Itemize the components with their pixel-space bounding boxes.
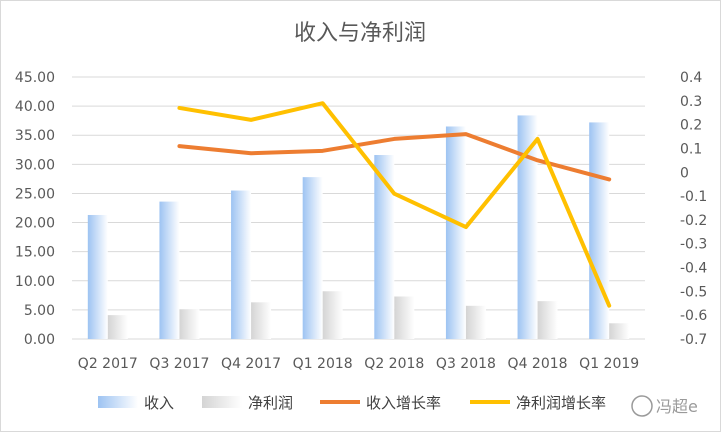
left-tick-label: 10.00 bbox=[15, 274, 55, 290]
bar-revenue bbox=[159, 201, 180, 339]
right-tick-label: 0.4 bbox=[680, 70, 702, 86]
x-tick-label: Q4 2018 bbox=[508, 356, 568, 372]
x-tick-label: Q1 2018 bbox=[293, 356, 353, 372]
bar-revenue bbox=[231, 190, 252, 339]
right-tick-label: -0.3 bbox=[680, 237, 707, 253]
x-tick-label: Q2 2018 bbox=[364, 356, 424, 372]
watermark-text: 冯超e bbox=[656, 397, 698, 416]
chart-title: 收入与净利润 bbox=[294, 21, 426, 46]
bar-revenue bbox=[589, 122, 610, 339]
x-tick-label: Q2 2017 bbox=[78, 356, 138, 372]
left-tick-label: 35.00 bbox=[15, 128, 55, 144]
left-tick-label: 0.00 bbox=[24, 332, 55, 348]
lines bbox=[177, 101, 612, 308]
left-tick-label: 40.00 bbox=[15, 99, 55, 115]
line-revenue-growth bbox=[177, 132, 612, 182]
bar-revenue bbox=[517, 115, 538, 339]
legend: 收入 净利润 收入增长率 净利润增长率 bbox=[98, 394, 606, 412]
left-tick-label: 25.00 bbox=[15, 186, 55, 202]
x-axis: Q2 2017 Q3 2017 Q4 2017 Q1 2018 Q2 2018 Q3 20… bbox=[78, 356, 639, 372]
right-tick-label: -0.1 bbox=[680, 189, 707, 205]
right-axis: -0.7 -0.6 -0.5 -0.4 -0.3 -0.2 -0.1 0 0.1 0.2 0.3 0.… bbox=[680, 70, 707, 348]
left-tick-label: 45.00 bbox=[15, 70, 55, 86]
left-tick-label: 5.00 bbox=[24, 303, 55, 319]
bar-revenue bbox=[87, 214, 108, 339]
right-tick-label: -0.2 bbox=[680, 213, 707, 229]
legend-net-profit-swatch bbox=[202, 396, 242, 408]
right-tick-label: 0 bbox=[680, 165, 689, 181]
bars bbox=[87, 115, 630, 339]
right-tick-label: 0.3 bbox=[680, 94, 702, 110]
x-tick-label: Q3 2018 bbox=[436, 356, 496, 372]
bar-net-profit bbox=[251, 302, 272, 339]
right-tick-label: -0.7 bbox=[680, 332, 707, 348]
legend-net-profit-label: 净利润 bbox=[248, 394, 293, 412]
right-tick-label: 0.2 bbox=[680, 118, 702, 134]
left-tick-label: 30.00 bbox=[15, 157, 55, 173]
watermark: 冯超e bbox=[631, 395, 698, 417]
bar-net-profit bbox=[609, 323, 630, 339]
legend-revenue-label: 收入 bbox=[144, 394, 174, 412]
x-tick-label: Q4 2017 bbox=[221, 356, 281, 372]
bar-revenue bbox=[445, 126, 466, 339]
legend-net-profit-growth-label: 净利润增长率 bbox=[516, 394, 606, 412]
watermark-logo-icon bbox=[631, 395, 653, 417]
bar-net-profit bbox=[394, 296, 415, 339]
left-tick-label: 15.00 bbox=[15, 245, 55, 261]
left-tick-label: 20.00 bbox=[15, 216, 55, 232]
bar-revenue bbox=[302, 177, 323, 339]
bar-revenue bbox=[374, 155, 395, 339]
legend-revenue-swatch bbox=[98, 396, 138, 408]
x-tick-label: Q3 2017 bbox=[149, 356, 209, 372]
right-tick-label: -0.6 bbox=[680, 308, 707, 324]
right-tick-label: -0.4 bbox=[680, 261, 707, 277]
bar-net-profit bbox=[322, 291, 343, 339]
bar-net-profit bbox=[537, 301, 558, 339]
right-tick-label: -0.5 bbox=[680, 284, 707, 300]
x-tick-label: Q1 2019 bbox=[579, 356, 639, 372]
legend-revenue-growth-label: 收入增长率 bbox=[366, 394, 441, 412]
right-tick-label: 0.1 bbox=[680, 141, 702, 157]
bar-net-profit bbox=[179, 309, 200, 339]
bar-net-profit bbox=[107, 315, 128, 339]
bar-net-profit bbox=[465, 305, 486, 339]
left-axis: 0.00 5.00 10.00 15.00 20.00 25.00 30.00 35.00 40… bbox=[15, 70, 55, 348]
line-net-profit-growth bbox=[177, 101, 612, 308]
